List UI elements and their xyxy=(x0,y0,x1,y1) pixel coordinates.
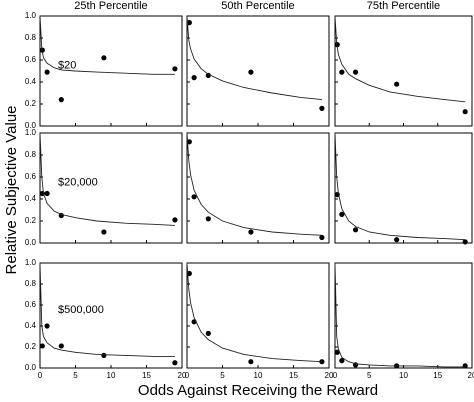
y-tick-label: 0.6 xyxy=(25,172,37,181)
y-tick-label: 0.6 xyxy=(25,55,37,64)
fit-curve xyxy=(39,262,175,357)
y-tick-label: 0.4 xyxy=(25,321,37,330)
data-point xyxy=(186,20,192,26)
x-tick-label: 10 xyxy=(107,371,116,380)
data-point xyxy=(334,349,340,355)
panel-frame xyxy=(186,15,330,127)
data-point xyxy=(191,75,197,81)
x-tick-label: 20 xyxy=(178,371,187,380)
data-point xyxy=(58,343,64,349)
fit-curve xyxy=(39,15,175,75)
y-tick-label: 1.0 xyxy=(25,258,37,267)
y-tick-label: 0.2 xyxy=(25,342,37,351)
data-point xyxy=(191,194,197,200)
data-point xyxy=(339,211,345,217)
data-point xyxy=(462,239,468,245)
x-tick-label: 5 xyxy=(367,371,372,380)
data-point xyxy=(352,69,359,75)
y-tick-label: 0.0 xyxy=(25,121,37,130)
data-point xyxy=(352,227,359,233)
fit-curve xyxy=(39,132,175,226)
data-point xyxy=(319,234,325,241)
panel-title: 25th Percentile xyxy=(74,0,147,12)
panel-title: 50th Percentile xyxy=(221,0,294,12)
row-label: $20 xyxy=(58,59,76,71)
panel-frame xyxy=(186,262,330,369)
y-tick-label: 1.0 xyxy=(25,11,37,20)
row-label: $20,000 xyxy=(58,176,98,188)
data-point xyxy=(172,66,178,72)
y-tick-label: 0.4 xyxy=(25,77,37,86)
y-tick-label: 0.8 xyxy=(25,33,37,42)
data-point xyxy=(339,69,345,75)
data-point xyxy=(101,352,107,358)
x-tick-label: 20 xyxy=(325,371,334,380)
x-tick-label: 10 xyxy=(254,371,263,380)
data-point xyxy=(205,72,211,78)
data-point xyxy=(248,359,254,365)
x-tick-label: 15 xyxy=(433,371,442,380)
data-point xyxy=(101,229,107,235)
fit-curve xyxy=(334,15,466,103)
data-point xyxy=(44,69,50,75)
x-tick-label: 0 xyxy=(333,371,338,380)
x-tick-label: 20 xyxy=(468,371,474,380)
data-point xyxy=(39,343,45,349)
data-point xyxy=(248,229,254,235)
data-point xyxy=(172,360,178,366)
data-point xyxy=(339,358,345,364)
y-tick-label: 0.6 xyxy=(25,300,37,309)
x-tick-label: 5 xyxy=(220,371,225,380)
y-axis-label: Relative Subjective Value xyxy=(3,106,20,275)
data-point xyxy=(172,217,178,223)
row-label: $500,000 xyxy=(58,304,104,316)
panel-frame xyxy=(186,132,330,244)
fit-curve xyxy=(334,262,466,368)
fit-curve xyxy=(186,15,322,101)
data-point xyxy=(101,55,107,61)
data-point xyxy=(394,237,400,243)
data-point xyxy=(205,330,211,336)
y-tick-label: 1.0 xyxy=(25,128,37,137)
data-point xyxy=(205,216,211,222)
x-tick-label: 15 xyxy=(289,371,298,380)
y-tick-label: 0.0 xyxy=(25,363,37,372)
data-point xyxy=(44,190,50,197)
data-point xyxy=(394,81,400,87)
x-tick-label: 5 xyxy=(73,371,78,380)
x-tick-label: 10 xyxy=(399,371,408,380)
y-tick-label: 0.0 xyxy=(25,238,37,247)
data-point xyxy=(319,105,325,111)
data-point xyxy=(462,363,468,369)
x-tick-label: 15 xyxy=(142,371,151,380)
data-point xyxy=(462,109,468,115)
fit-curve xyxy=(334,132,466,241)
x-axis-label: Odds Against Receiving the Reward xyxy=(138,382,378,399)
y-tick-label: 0.4 xyxy=(25,194,37,203)
data-point xyxy=(58,97,64,103)
y-tick-label: 0.8 xyxy=(25,279,37,288)
fit-curve xyxy=(186,262,322,363)
panel-frame xyxy=(334,262,473,369)
data-point xyxy=(248,69,254,75)
x-tick-label: 0 xyxy=(38,371,43,380)
panel-title: 75th Percentile xyxy=(367,0,440,12)
fit-curve xyxy=(186,132,322,236)
y-tick-label: 0.2 xyxy=(25,99,37,108)
y-tick-label: 0.8 xyxy=(25,150,37,159)
y-tick-label: 0.2 xyxy=(25,216,37,225)
data-point xyxy=(44,323,50,329)
x-tick-label: 0 xyxy=(185,371,190,380)
